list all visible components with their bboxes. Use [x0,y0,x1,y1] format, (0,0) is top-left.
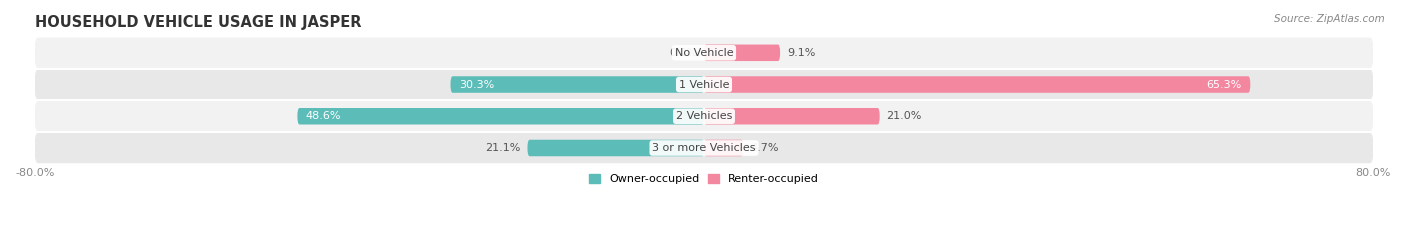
FancyBboxPatch shape [35,69,1374,100]
FancyBboxPatch shape [527,140,704,156]
FancyBboxPatch shape [35,38,1374,68]
Text: 48.6%: 48.6% [305,111,342,121]
Text: 21.0%: 21.0% [886,111,922,121]
Text: 0.0%: 0.0% [669,48,697,58]
FancyBboxPatch shape [704,140,744,156]
Text: 3 or more Vehicles: 3 or more Vehicles [652,143,756,153]
FancyBboxPatch shape [298,108,704,124]
FancyBboxPatch shape [35,101,1374,131]
FancyBboxPatch shape [704,76,1250,93]
FancyBboxPatch shape [35,133,1374,163]
Text: Source: ZipAtlas.com: Source: ZipAtlas.com [1274,14,1385,24]
Text: 9.1%: 9.1% [787,48,815,58]
Legend: Owner-occupied, Renter-occupied: Owner-occupied, Renter-occupied [585,169,824,188]
Text: HOUSEHOLD VEHICLE USAGE IN JASPER: HOUSEHOLD VEHICLE USAGE IN JASPER [35,15,361,30]
FancyBboxPatch shape [704,108,880,124]
Text: 1 Vehicle: 1 Vehicle [679,79,730,89]
Text: 2 Vehicles: 2 Vehicles [676,111,733,121]
FancyBboxPatch shape [704,45,780,61]
Text: 65.3%: 65.3% [1206,79,1241,89]
FancyBboxPatch shape [450,76,704,93]
Text: 30.3%: 30.3% [458,79,494,89]
Text: 4.7%: 4.7% [749,143,779,153]
Text: 21.1%: 21.1% [485,143,520,153]
Text: No Vehicle: No Vehicle [675,48,734,58]
